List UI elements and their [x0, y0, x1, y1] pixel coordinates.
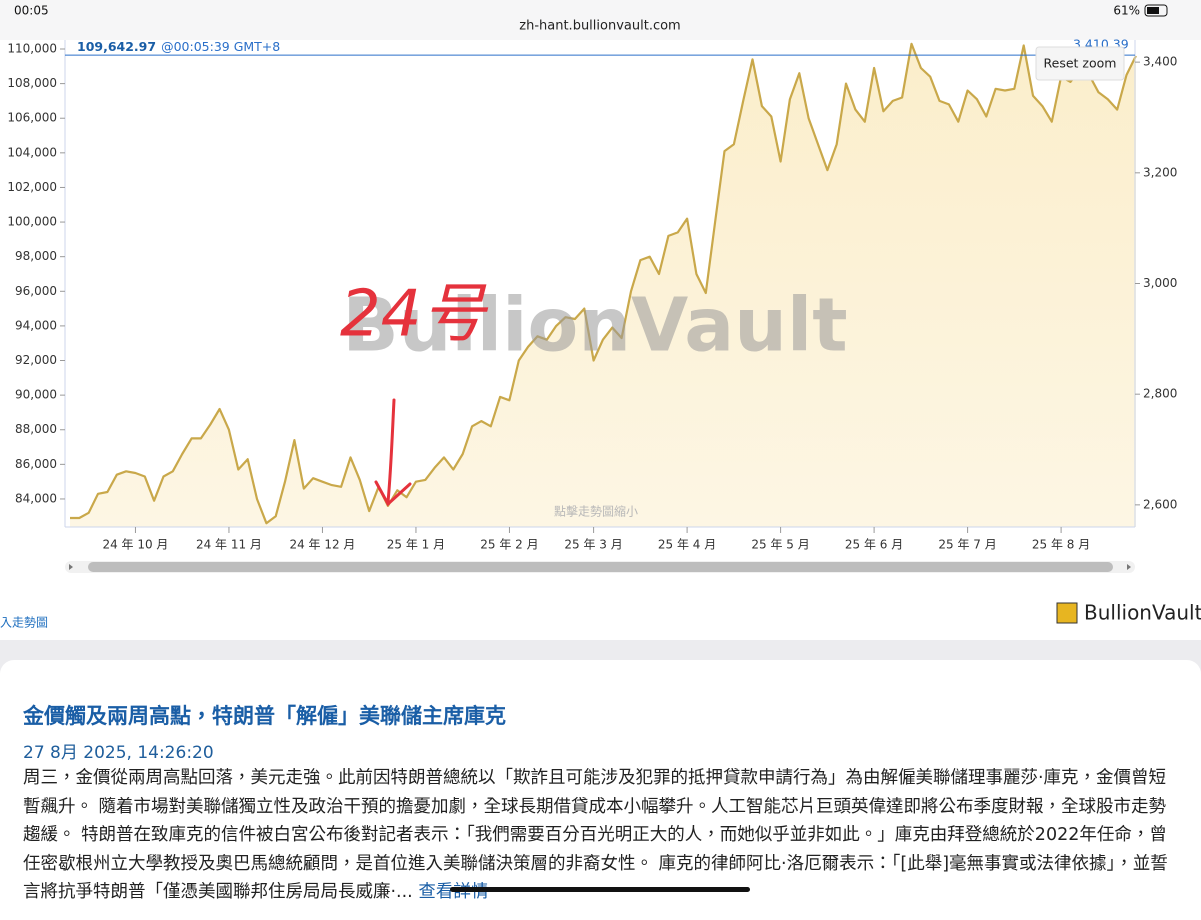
read-more-link[interactable]: 查看詳情 — [418, 882, 489, 902]
reset-zoom-label[interactable]: Reset zoom — [1044, 56, 1117, 71]
tooltip-time: @00:05:39 GMT+8 — [161, 39, 280, 54]
y-tick-label: 108,000 — [7, 76, 57, 90]
reset-zoom-button[interactable] — [1035, 46, 1125, 81]
y-tick-label: 84,000 — [15, 491, 57, 505]
y2-tick-label: 3,400 — [1143, 55, 1177, 69]
logo-icon — [1056, 602, 1078, 624]
tooltip: 109,642.97 @00:05:39 GMT+8 3,410.39 — [65, 37, 1135, 56]
area — [70, 43, 1136, 528]
y-tick-label: 106,000 — [7, 111, 57, 125]
y-tick-label: 86,000 — [15, 457, 57, 471]
y2-tick-label: 2,800 — [1143, 387, 1177, 401]
article-date: 27 8月 2025, 14:26:20 — [23, 743, 214, 763]
x-tick-label: 25 年 5 月 — [751, 538, 809, 552]
y2-tick-label: 3,200 — [1143, 165, 1177, 179]
y-tick-label: 98,000 — [15, 249, 57, 263]
watermark: BullionVault — [342, 283, 847, 369]
x-tick-label: 25 年 2 月 — [480, 538, 538, 552]
y2-tick-label: 2,600 — [1143, 497, 1177, 511]
article-title[interactable]: 金價觸及兩周高點，特朗普「解僱」美聯儲主席庫克 — [23, 704, 506, 728]
article-card: 金價觸及兩周高點，特朗普「解僱」美聯儲主席庫克 27 8月 2025, 14:2… — [0, 660, 1201, 920]
x-tick-label: 25 年 6 月 — [845, 538, 903, 552]
y-tick-label: 94,000 — [15, 318, 57, 332]
y-tick-label: 102,000 — [7, 180, 57, 194]
article-body: 周三，金價從兩周高點回落，美元走強。此前因特朗普總統以「欺詐且可能涉及犯罪的抵押… — [23, 764, 1173, 907]
battery-level: 61% — [1113, 4, 1140, 18]
home-indicator — [450, 887, 750, 892]
handwritten-arrow — [374, 398, 412, 507]
handwritten-annotation: 24号 — [340, 278, 488, 352]
scrollbar-thumb[interactable] — [88, 562, 1113, 572]
tooltip-text: 109,642.97 @00:05:39 GMT+8 — [77, 39, 280, 54]
y-tick-label: 100,000 — [7, 215, 57, 229]
hint: 點擊走勢圖縮小 — [554, 504, 638, 519]
x-tick-label: 24 年 12 月 — [289, 538, 355, 552]
x-tick-label: 25 年 8 月 — [1032, 538, 1090, 552]
line — [70, 42, 1137, 525]
status-bar — [0, 0, 1201, 40]
y-tick-label: 110,000 — [7, 41, 57, 55]
y2-tick-label: 3,000 — [1143, 276, 1177, 290]
x-tick-label: 25 年 1 月 — [387, 538, 445, 552]
y-tick-label: 96,000 — [15, 284, 57, 298]
y-tick-label: 92,000 — [15, 353, 57, 367]
x-tick-label: 25 年 4 月 — [658, 538, 716, 552]
battery-icon — [1144, 4, 1168, 17]
tooltip-value: 109,642.97 — [77, 39, 156, 54]
x-tick-label: 25 年 3 月 — [564, 538, 622, 552]
article-text: 周三，金價從兩周高點回落，美元走強。此前因特朗普總統以「欺詐且可能涉及犯罪的抵押… — [23, 768, 1168, 902]
url[interactable]: zh-hant.bullionvault.com — [519, 19, 680, 34]
y-tick-label: 90,000 — [15, 388, 57, 402]
battery-fill — [1147, 7, 1159, 14]
chart: 00:05 zh-hant.bullionvault.com 61% 84,00… — [0, 0, 1201, 640]
plot-area[interactable]: 84,000 86,000 88,000 90,000 92,000 94,000 96,0… — [7, 40, 1177, 552]
logo: BullionVault — [1084, 601, 1201, 625]
x-tick-label: 24 年 10 月 — [102, 538, 168, 552]
x-tick-label: 25 年 7 月 — [938, 538, 996, 552]
embed-link[interactable]: 嵌入走勢圖 — [0, 615, 48, 630]
clock: 00:05 — [14, 4, 49, 18]
y-tick-label: 104,000 — [7, 145, 57, 159]
y-tick-label: 88,000 — [15, 422, 57, 436]
x-tick-label: 24 年 11 月 — [196, 538, 262, 552]
